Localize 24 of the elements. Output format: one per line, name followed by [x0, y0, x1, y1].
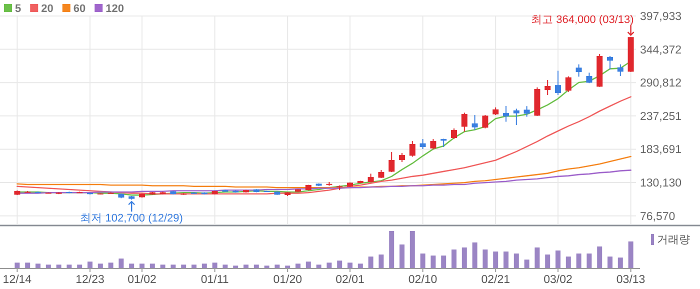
x-tick-label: 01/11 [200, 274, 229, 286]
legend-label: 60 [73, 3, 86, 15]
annotation: 최고 364,000 (03/13) [531, 14, 634, 26]
y-tick-label: 397,933 [640, 11, 682, 23]
y-tick-label: 183,691 [640, 144, 682, 156]
legend-label: 거래량 [657, 234, 690, 246]
x-tick-label: 01/02 [128, 274, 156, 286]
x-tick-label: 01/20 [273, 274, 302, 286]
y-tick-label: 344,372 [640, 44, 682, 56]
legend-label: 20 [41, 3, 54, 15]
x-tick-label: 03/02 [544, 274, 572, 286]
y-tick-label: 76,570 [640, 210, 676, 223]
x-tick-label: 12/14 [2, 274, 32, 286]
x-tick-label: 02/10 [408, 274, 438, 286]
y-tick-label: 290,812 [640, 78, 682, 90]
x-tick-label: 03/13 [616, 274, 646, 286]
y-tick-label: 237,251 [640, 110, 682, 123]
x-tick-label: 02/01 [336, 274, 364, 286]
x-tick-label: 12/23 [76, 274, 104, 286]
legend-label: 120 [106, 3, 124, 15]
x-tick-label: 02/21 [481, 274, 510, 286]
legend-label: 5 [15, 3, 22, 15]
annotation: 최저 102,700 (12/29) [80, 212, 183, 225]
y-tick-label: 130,130 [640, 178, 682, 190]
